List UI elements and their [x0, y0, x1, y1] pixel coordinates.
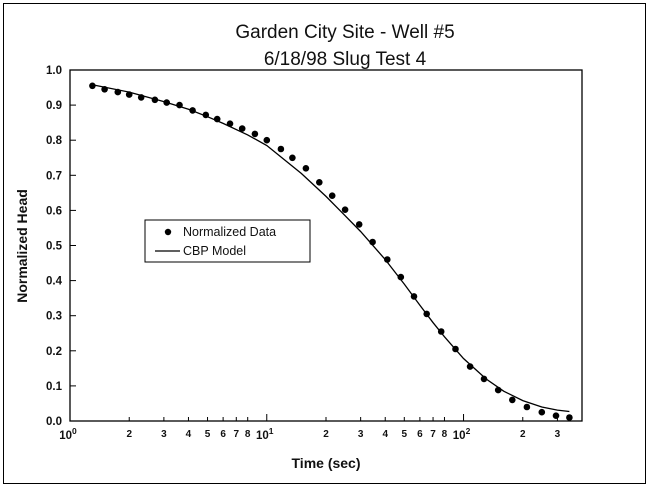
- data-point: [397, 273, 405, 281]
- data-point: [369, 238, 376, 246]
- data-point: [480, 375, 488, 383]
- data-point: [289, 154, 296, 162]
- data-point: [494, 386, 502, 394]
- data-point: [316, 179, 323, 186]
- data-point: [523, 403, 531, 411]
- data-point: [163, 99, 170, 106]
- y-axis-label: Normalized Head: [14, 189, 30, 303]
- y-tick-label: 0.5: [46, 241, 63, 253]
- y-tick-label: 0.6: [46, 205, 62, 217]
- x-minor-tick-label: 5: [205, 429, 211, 440]
- data-point: [566, 414, 573, 421]
- data-point: [125, 91, 133, 98]
- data-point: [101, 86, 108, 93]
- legend-label-cbp-model: CBP Model: [183, 244, 246, 258]
- x-major-tick-label: 102: [453, 426, 471, 442]
- y-tick-label: 0.2: [46, 346, 62, 358]
- x-axis-label: Time (sec): [292, 455, 361, 471]
- data-point: [189, 107, 196, 114]
- y-tick-label: 0.4: [46, 276, 63, 288]
- data-point: [410, 293, 418, 300]
- x-minor-tick-label: 6: [417, 429, 423, 440]
- data-point: [213, 115, 221, 123]
- x-minor-tick-label: 4: [382, 429, 388, 440]
- data-point: [328, 192, 336, 199]
- data-point: [452, 345, 459, 353]
- x-minor-tick-label: 5: [402, 429, 408, 440]
- data-point: [114, 88, 122, 96]
- data-point: [538, 408, 546, 416]
- x-minor-tick-label: 2: [126, 429, 132, 440]
- data-point: [137, 94, 145, 101]
- data-point: [509, 396, 516, 404]
- x-minor-tick-label: 6: [220, 429, 226, 440]
- data-point: [151, 96, 159, 104]
- x-minor-tick-label: 4: [186, 429, 192, 440]
- legend-marker-normalized-data: [164, 228, 172, 236]
- chart-title-line1: Garden City Site - Well #5: [235, 22, 454, 43]
- y-tick-label: 0.0: [46, 416, 62, 428]
- legend-box: [144, 219, 311, 263]
- data-point: [552, 412, 560, 420]
- chart-frame: [3, 3, 646, 484]
- y-tick-label: 0.9: [46, 100, 62, 112]
- y-tick-label: 0.1: [46, 381, 63, 393]
- data-point: [263, 136, 271, 144]
- y-axis-ticks: 0.0 0.1 0.2 0.3 0.4 0.5 0.6 0.7 0.8 0.9 1.0: [46, 65, 76, 428]
- x-minor-tick-label: 7: [430, 429, 436, 440]
- x-major-tick-label: 100: [59, 426, 77, 442]
- x-minor-tick-label: 3: [358, 429, 364, 440]
- x-minor-tick-label: 2: [520, 429, 526, 440]
- data-point: [89, 82, 96, 90]
- data-point: [466, 363, 474, 370]
- data-point: [302, 165, 310, 172]
- data-point: [384, 256, 391, 263]
- data-point: [437, 328, 445, 335]
- data-point: [277, 145, 285, 153]
- chart-title-line2: 6/18/98 Slug Test 4: [264, 49, 427, 70]
- data-point: [238, 125, 246, 132]
- y-tick-label: 0.8: [46, 135, 63, 147]
- x-minor-tick-label: 8: [442, 429, 448, 440]
- x-minor-tick-label: 3: [161, 429, 167, 440]
- legend-label-normalized-data: Normalized Data: [183, 225, 276, 239]
- x-minor-tick-label: 8: [245, 429, 251, 440]
- legend: Normalized Data CBP Model: [144, 219, 311, 263]
- data-point: [251, 130, 259, 138]
- x-minor-tick-label: 3: [555, 429, 561, 440]
- data-point: [202, 111, 210, 119]
- x-major-tick-label: 101: [256, 426, 274, 442]
- normalized-data-series: [89, 82, 573, 421]
- x-minor-tick-label: 7: [234, 429, 240, 440]
- data-point: [226, 120, 234, 127]
- data-point: [423, 310, 431, 318]
- data-point: [341, 206, 349, 213]
- data-point: [176, 101, 183, 109]
- y-tick-label: 1.0: [46, 65, 62, 77]
- y-tick-label: 0.7: [46, 170, 62, 182]
- data-point: [355, 221, 363, 228]
- y-tick-label: 0.3: [46, 311, 62, 323]
- x-minor-tick-label: 2: [323, 429, 329, 440]
